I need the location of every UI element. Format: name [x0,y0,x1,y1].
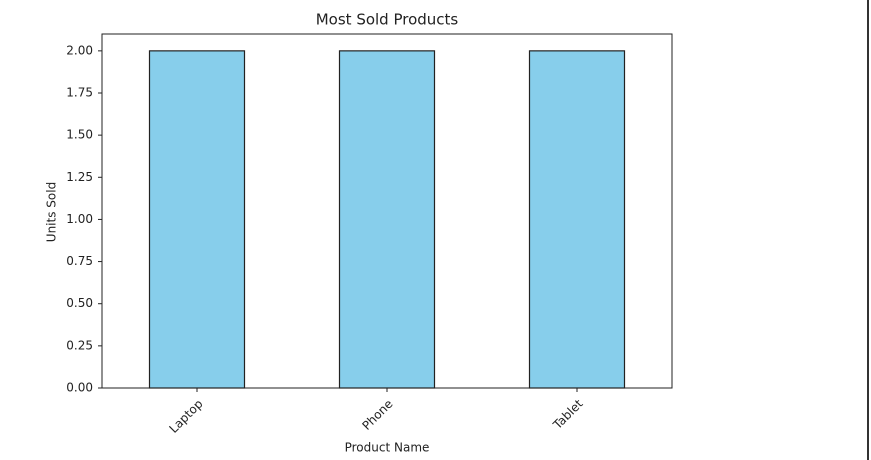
x-axis-label: Product Name [345,441,430,455]
y-tick-label: 0.25 [66,338,93,352]
bar [148,50,246,389]
chart-title: Most Sold Products [316,11,459,29]
y-tick-label: 1.00 [66,212,93,226]
y-tick-label: 0.00 [66,381,93,395]
y-tick-label: 1.75 [66,86,93,100]
bar [338,50,436,389]
plot-frame [101,33,673,389]
y-tick-label: 1.50 [66,128,93,142]
bar [528,50,626,389]
y-tick-label: 1.25 [66,170,93,184]
y-tick-label: 0.50 [66,296,93,310]
x-tick-label: Tablet [550,396,586,432]
x-tick-label: Laptop [166,397,205,436]
y-axis-label: Units Sold [45,182,59,242]
y-tick-label: 0.75 [66,254,93,268]
y-tick-label: 2.00 [66,43,93,57]
x-tick-label: Phone [359,397,395,433]
